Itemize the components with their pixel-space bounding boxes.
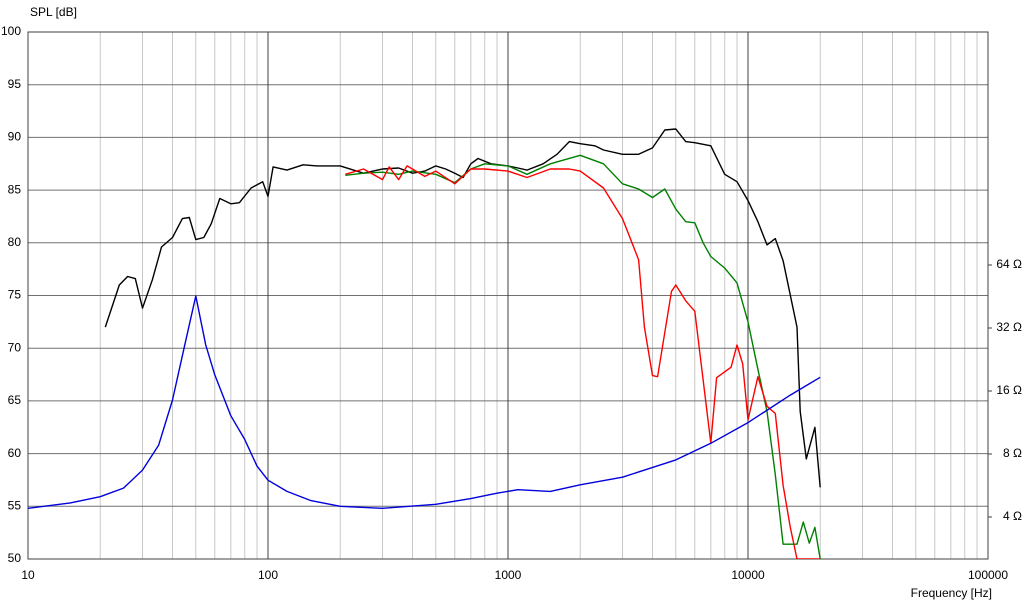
y-tick-label: 60 <box>8 446 22 460</box>
x-tick-label: 10000 <box>731 568 765 582</box>
x-tick-label: 100000 <box>968 568 1008 582</box>
y-tick-label: 85 <box>8 182 22 196</box>
y-tick-label: 80 <box>8 235 22 249</box>
y-axis-label: SPL [dB] <box>30 5 77 19</box>
y-tick-label: 70 <box>8 340 22 354</box>
y-tick-label: 100 <box>1 24 21 38</box>
y2-tick-label: 32 Ω <box>996 320 1022 334</box>
y2-tick-label: 4 Ω <box>1003 509 1022 523</box>
x-tick-label: 1000 <box>495 568 522 582</box>
x-tick-label: 10 <box>21 568 35 582</box>
y-tick-label: 50 <box>8 551 22 565</box>
curve <box>345 165 821 559</box>
plot-frame <box>27 31 989 560</box>
y-tick-label: 75 <box>8 288 22 302</box>
y-tick-label: 90 <box>8 130 22 144</box>
y2-tick-label: 16 Ω <box>996 383 1022 397</box>
curve <box>104 128 821 488</box>
x-axis-label: Frequency [Hz] <box>911 586 992 600</box>
y-tick-label: 55 <box>8 498 22 512</box>
y2-tick-label: 64 Ω <box>996 257 1022 271</box>
y2-tick-label: 8 Ω <box>1003 446 1022 460</box>
curve <box>28 295 821 509</box>
y-tick-label: 65 <box>8 393 22 407</box>
y-tick-label: 95 <box>8 77 22 91</box>
x-tick-label: 100 <box>258 568 278 582</box>
plot-area <box>28 128 821 559</box>
